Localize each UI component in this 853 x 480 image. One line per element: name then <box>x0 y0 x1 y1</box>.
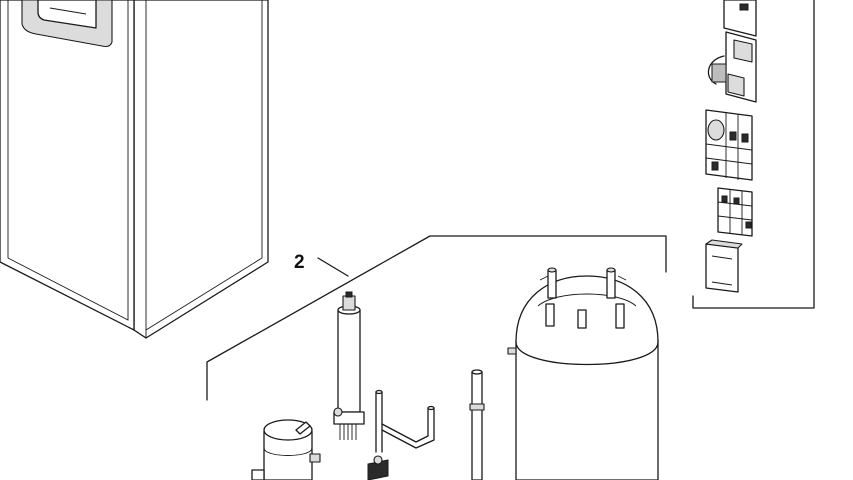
compressor-outlet <box>295 421 311 435</box>
pipe-cap-2 <box>606 267 616 273</box>
top-pipe-3 <box>545 303 555 327</box>
callout-leader-line <box>317 257 349 277</box>
compressor-top <box>263 419 313 441</box>
compressor <box>251 419 321 480</box>
top-pipe-5 <box>615 303 625 329</box>
power-supply-unit <box>705 243 739 293</box>
display-line <box>49 7 87 15</box>
pipe-collar <box>469 403 485 411</box>
flow-pipe <box>469 369 485 480</box>
terminal-screw-3 <box>745 221 752 229</box>
cylinder-side-fitting <box>507 347 517 355</box>
pipe-assembly <box>367 389 435 480</box>
contactor-terminal-2 <box>741 133 749 143</box>
electrical-bracket <box>692 0 815 309</box>
compressor-foot <box>251 469 265 480</box>
cabinet-front-panel <box>0 0 135 331</box>
cable-connector <box>711 63 727 83</box>
heater-terminal <box>345 291 353 298</box>
display-screen <box>37 0 97 29</box>
terminal-screw-1 <box>721 195 728 203</box>
cabinet-front-edge <box>7 0 129 321</box>
cylinder-top-ring <box>537 293 637 307</box>
vertical-pipe <box>471 371 483 480</box>
cylinder-seam <box>515 341 659 365</box>
cylinder-lift-lugs <box>539 275 627 281</box>
electrical-components <box>692 0 815 309</box>
riser-pipe-end <box>375 389 383 395</box>
terminal-block <box>717 187 753 237</box>
contactor-dividers <box>705 112 753 180</box>
compressor-band <box>263 447 313 456</box>
cabinet-side-panel <box>133 0 269 339</box>
pipe-cap-1 <box>547 267 557 273</box>
heater-body <box>337 309 361 413</box>
compressor-inlet <box>309 453 321 463</box>
heater-flange <box>333 411 365 425</box>
heater-screw <box>333 407 343 417</box>
vertical-pipe-end <box>471 369 483 375</box>
top-pipe-4 <box>577 309 587 329</box>
relay-module <box>733 39 753 63</box>
cabinet-side-edge <box>145 0 263 331</box>
cylinder-dome <box>515 275 659 366</box>
board-terminal <box>727 73 745 97</box>
immersion-heater <box>333 291 365 440</box>
terminal-screw-2 <box>733 197 740 205</box>
valve-handle <box>373 455 383 465</box>
bent-pipe-end <box>427 405 435 411</box>
power-supply-top <box>705 239 743 249</box>
board-chip <box>739 3 749 11</box>
heat-pump-cabinet <box>0 0 269 339</box>
assembly-bracket <box>206 235 667 401</box>
heater-elements <box>339 424 357 440</box>
bent-pipe <box>381 407 435 449</box>
heater-terminal-housing <box>342 295 356 311</box>
contactor-terminal-3 <box>711 161 719 171</box>
contactor-knob <box>707 119 725 141</box>
cabinet-corner-edge <box>133 0 147 339</box>
contactor-terminal-1 <box>729 131 737 141</box>
callout-2-group: 2 <box>206 235 667 401</box>
hot-water-cylinder <box>507 267 659 480</box>
callout-label-2: 2 <box>294 252 305 273</box>
top-pipe-2 <box>606 269 616 299</box>
riser-pipe <box>375 391 383 453</box>
power-supply-lines <box>711 255 733 286</box>
top-pipe-1 <box>547 269 557 299</box>
